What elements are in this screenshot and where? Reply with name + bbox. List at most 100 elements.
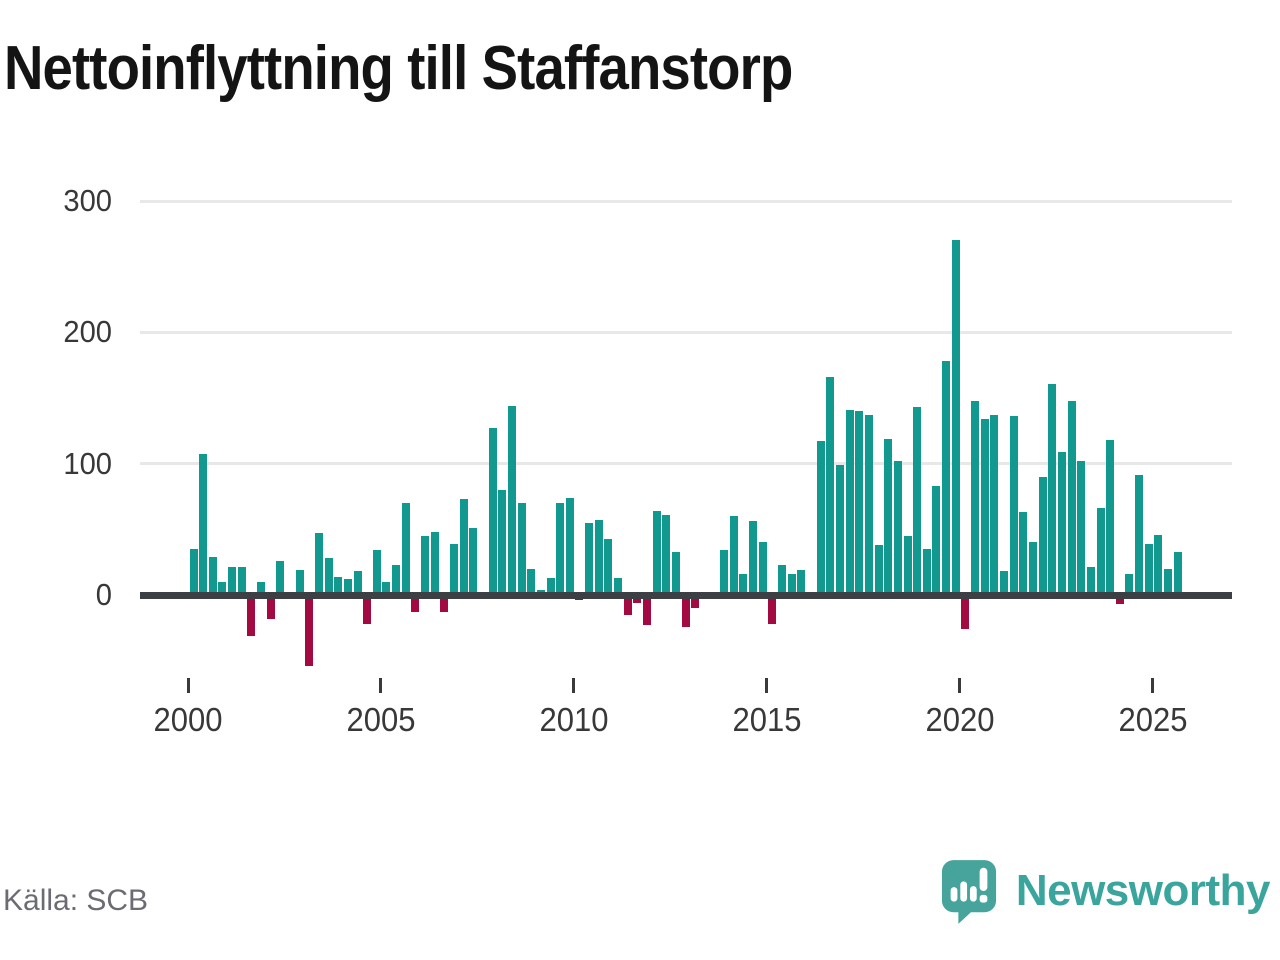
bar-2001-q2 <box>237 567 246 595</box>
bar-2024-q1 <box>1115 595 1124 605</box>
bar-2007-q1 <box>459 499 468 595</box>
bar-2001-q1 <box>228 567 237 595</box>
bar-2003-q1 <box>305 595 314 666</box>
source-note: Källa: SCB <box>3 884 149 917</box>
bar-2018-q1 <box>884 438 893 595</box>
bar-2012-q3 <box>671 551 680 595</box>
bar-2003-q2 <box>314 533 323 595</box>
bar-2023-q1 <box>1077 461 1086 595</box>
bar-2011-q2 <box>623 595 632 615</box>
bar-2013-q4 <box>720 550 729 595</box>
bar-2019-q1 <box>922 549 931 595</box>
bar-2016-q3 <box>826 376 835 595</box>
bar-2016-q4 <box>835 464 844 595</box>
bar-2010-q2 <box>585 522 594 595</box>
x-tick-2000 <box>186 678 190 693</box>
bar-2023-q4 <box>1106 440 1115 595</box>
bar-2025-q1 <box>1154 534 1163 595</box>
bar-2001-q3 <box>247 595 256 636</box>
bar-2005-q3 <box>401 503 410 595</box>
bar-2021-q2 <box>1009 416 1018 595</box>
x-tick-2010 <box>572 678 576 693</box>
bar-2002-q2 <box>276 560 285 595</box>
bar-2024-q4 <box>1144 543 1153 595</box>
bar-2000-q3 <box>208 556 217 595</box>
bar-2018-q4 <box>913 407 922 595</box>
bar-2014-q4 <box>758 542 767 595</box>
bar-2006-q3 <box>440 595 449 613</box>
bar-2019-q3 <box>942 361 951 595</box>
gridline-200 <box>140 330 1232 334</box>
bar-2022-q3 <box>1057 451 1066 595</box>
bar-2019-q2 <box>932 485 941 595</box>
bar-2011-q1 <box>614 577 623 595</box>
bar-2006-q1 <box>421 535 430 595</box>
bar-2004-q4 <box>372 550 381 595</box>
bar-2012-q1 <box>652 510 661 595</box>
bar-2015-q4 <box>797 570 806 595</box>
bar-2003-q3 <box>324 558 333 595</box>
bar-2015-q2 <box>778 564 787 595</box>
bar-2014-q2 <box>739 573 748 595</box>
x-tick-2020 <box>958 678 962 693</box>
bar-2013-q1 <box>691 595 700 609</box>
bar-2021-q3 <box>1019 512 1028 595</box>
bar-2003-q4 <box>334 576 343 595</box>
bar-2005-q2 <box>392 564 401 595</box>
newsworthy-wordmark: Newsworthy <box>1015 866 1271 915</box>
newsworthy-branding: Newsworthy <box>940 858 1271 924</box>
bar-2020-q2 <box>971 400 980 595</box>
bar-2006-q4 <box>450 543 459 595</box>
x-tick-2005 <box>379 678 383 693</box>
x-tick-label-2000: 2000 <box>153 701 223 738</box>
bar-2020-q1 <box>961 595 970 630</box>
bar-2004-q2 <box>353 571 362 595</box>
bar-2000-q2 <box>199 454 208 595</box>
bar-2021-q4 <box>1028 542 1037 595</box>
bar-2018-q3 <box>903 535 912 595</box>
bar-2012-q4 <box>681 595 690 627</box>
bar-2023-q3 <box>1096 508 1105 595</box>
bar-2022-q2 <box>1048 383 1057 595</box>
bar-2017-q2 <box>855 411 864 595</box>
bar-2010-q3 <box>594 520 603 595</box>
bar-2000-q1 <box>189 549 198 595</box>
bar-2005-q4 <box>411 595 420 613</box>
bar-2006-q2 <box>430 531 439 595</box>
bar-2023-q2 <box>1086 567 1095 595</box>
bar-2001-q4 <box>257 581 266 595</box>
bar-2007-q4 <box>488 428 497 595</box>
bar-2022-q4 <box>1067 400 1076 595</box>
x-tick-label-2015: 2015 <box>732 701 802 738</box>
x-tick-label-2020: 2020 <box>925 701 995 738</box>
bar-2018-q2 <box>893 461 902 595</box>
bar-2008-q1 <box>498 489 507 595</box>
bar-2025-q3 <box>1173 551 1182 595</box>
bar-2015-q3 <box>787 573 796 595</box>
bar-2002-q1 <box>266 595 275 619</box>
bar-2015-q1 <box>768 595 777 624</box>
y-tick-label-100: 100 <box>63 445 112 481</box>
plot-area: 300 200 100 0 2000 2005 2010 2015 2020 2025 <box>63 183 1232 738</box>
gridline-300 <box>140 199 1232 203</box>
bar-2020-q4 <box>990 415 999 595</box>
x-tick-label-2025: 2025 <box>1118 701 1188 738</box>
bar-2017-q3 <box>864 415 873 595</box>
bar-2017-q4 <box>874 545 883 595</box>
bar-2022-q1 <box>1038 476 1047 595</box>
bar-2009-q3 <box>556 503 565 595</box>
bar-2010-q4 <box>604 538 613 595</box>
x-tick-2015 <box>765 678 769 693</box>
bar-2008-q3 <box>517 503 526 595</box>
bar-2007-q2 <box>469 528 478 595</box>
gridline-100 <box>140 462 1232 466</box>
bar-2011-q4 <box>643 595 651 626</box>
y-tick-label-0: 0 <box>95 577 112 612</box>
x-tick-2025 <box>1151 678 1155 693</box>
bar-2014-q3 <box>749 521 758 595</box>
bar-2021-q1 <box>1000 571 1009 595</box>
bar-2025-q2 <box>1164 568 1173 595</box>
x-tick-label-2005: 2005 <box>346 701 416 738</box>
chart-title: Nettoinflyttning till Staffanstorp <box>4 34 793 103</box>
bar-2002-q4 <box>295 570 304 595</box>
